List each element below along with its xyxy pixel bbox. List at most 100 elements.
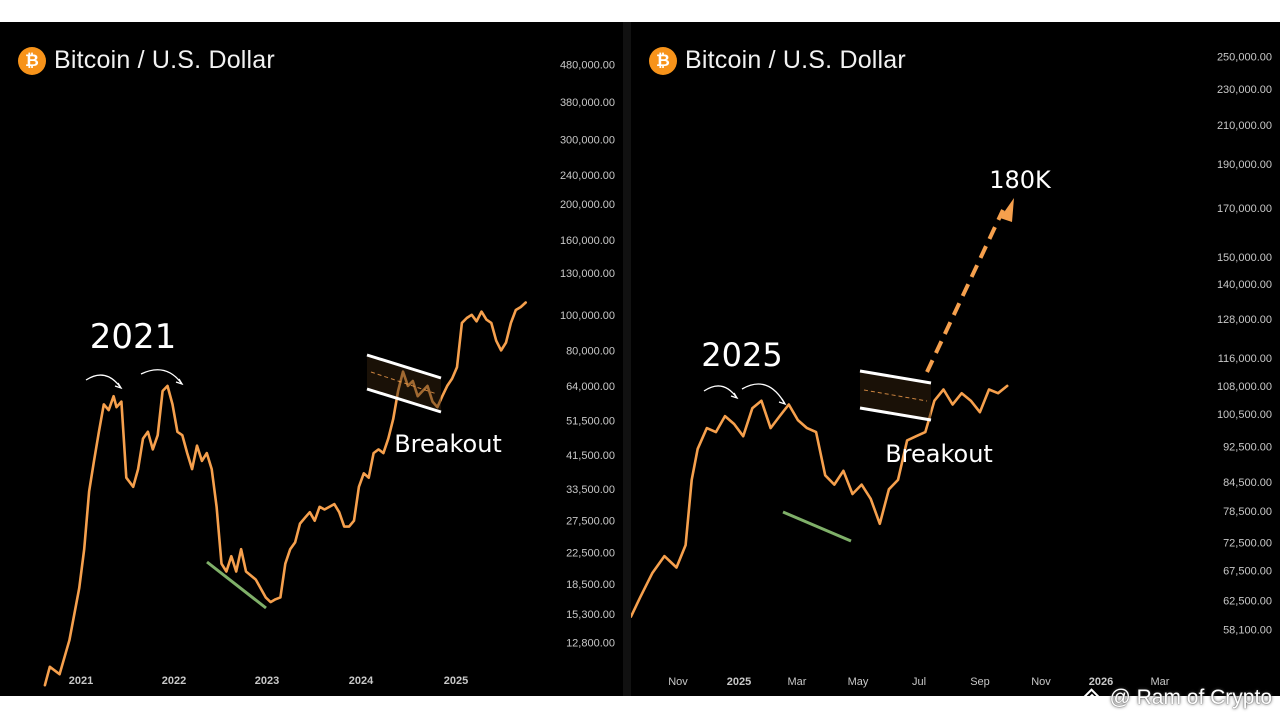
left-price-point [264, 596, 267, 599]
right-price-point [684, 544, 687, 546]
right-flag-midline [863, 389, 928, 402]
left-price-point [456, 366, 458, 369]
left-price-point [103, 403, 105, 406]
right-x-tick-4: Jul [912, 676, 926, 688]
right-price-point [979, 411, 981, 414]
left-curve-arrow-2-head [175, 378, 184, 386]
left-price-point [225, 570, 228, 573]
right-support-trendline [782, 510, 852, 543]
left-price-point [210, 468, 213, 470]
left-x-tick-0: 2021 [69, 675, 93, 687]
left-price-point [495, 339, 498, 342]
left-price-point [446, 385, 449, 387]
left-chart: 480,000.00 380,000.00 300,000.00 240,000.00… [43, 60, 615, 687]
right-price-point [842, 470, 845, 472]
left-price-point [524, 301, 527, 304]
left-price-point [147, 431, 149, 433]
left-y-tick-15: 18,500.00 [566, 579, 615, 591]
left-price-point [470, 314, 473, 316]
left-price-point [416, 395, 419, 398]
left-price-point [343, 525, 346, 528]
left-price-point [377, 448, 380, 451]
left-flag-lower [366, 387, 442, 414]
left-price-point [255, 578, 257, 581]
right-price-point [690, 479, 693, 481]
right-y-tick-13: 78,500.00 [1223, 506, 1272, 518]
left-y-tick-5: 160,000.00 [560, 235, 615, 247]
left-price-point [520, 306, 522, 308]
left-price-point [120, 400, 123, 403]
right-price-point [724, 415, 726, 417]
right-chart-title: ₿ Bitcoin / U.S. Dollar [649, 46, 906, 75]
right-price-point [869, 498, 872, 500]
left-y-tick-10: 51,500.00 [566, 416, 615, 428]
left-y-tick-9: 64,000.00 [566, 381, 615, 393]
left-x-tick-1: 2022 [162, 675, 186, 687]
right-y-tick-4: 170,000.00 [1217, 203, 1272, 215]
left-flag-midline [370, 371, 438, 395]
left-price-point [485, 318, 488, 321]
right-price-point [951, 403, 954, 406]
left-chart-panel: 480,000.00 380,000.00 300,000.00 240,000.00… [0, 22, 623, 696]
right-price-point [760, 399, 763, 402]
right-y-tick-5: 150,000.00 [1217, 252, 1272, 264]
left-price-line [43, 301, 528, 687]
left-price-point [323, 508, 326, 511]
right-price-point [942, 388, 945, 391]
left-price-point [299, 522, 301, 525]
left-price-point [166, 385, 169, 387]
left-price-point [304, 517, 306, 519]
left-price-point [289, 548, 292, 550]
left-price-point [78, 587, 80, 590]
right-year-annotation: 2025 [701, 336, 782, 374]
right-price-point [639, 596, 641, 599]
left-price-point [505, 341, 507, 344]
left-price-point [480, 310, 483, 313]
left-x-tick-4: 2025 [444, 675, 468, 687]
left-price-point [279, 596, 282, 599]
right-price-point [733, 423, 735, 425]
watermark-text: @ Ram of Crypto [1109, 686, 1272, 709]
right-chart-panel: 250,000.00 230,000.00 210,000.00 190,000.00… [631, 22, 1280, 696]
left-price-point [426, 385, 429, 387]
left-price-point [142, 437, 144, 440]
left-price-point [490, 322, 493, 324]
left-price-point [93, 460, 95, 462]
left-x-tick-3: 2024 [349, 675, 374, 687]
right-curve-arrow-1-head [730, 392, 739, 400]
left-price-point [230, 555, 233, 557]
left-price-point [83, 548, 85, 550]
left-y-tick-2: 300,000.00 [560, 135, 615, 147]
left-price-point [132, 486, 134, 488]
left-price-point [382, 452, 385, 454]
right-price-point [631, 615, 632, 618]
right-price-point [888, 488, 890, 491]
left-price-point [431, 400, 434, 403]
left-price-point [451, 377, 453, 380]
left-price-point [201, 460, 203, 462]
right-x-tick-7: 2026 [1089, 676, 1113, 688]
bitcoin-icon: ₿ [649, 46, 677, 75]
left-support-trendline [206, 560, 267, 610]
binance-logo-icon [1081, 687, 1103, 709]
right-y-tick-15: 67,500.00 [1223, 565, 1272, 577]
right-price-point [997, 392, 999, 395]
right-y-tick-16: 62,500.00 [1223, 596, 1272, 608]
left-price-point [156, 434, 159, 437]
left-price-point [500, 349, 502, 352]
left-price-point [220, 562, 223, 565]
right-price-point [815, 431, 817, 433]
left-price-point [235, 570, 237, 573]
right-flag-lower [859, 406, 932, 422]
right-title-text: Bitcoin / U.S. Dollar [685, 46, 906, 74]
right-x-tick-0: Nov [668, 676, 688, 688]
left-price-point [284, 562, 287, 565]
right-chart: 250,000.00 230,000.00 210,000.00 190,000.00… [631, 51, 1272, 688]
right-y-tick-9: 108,000.00 [1217, 381, 1272, 393]
left-y-tick-14: 22,500.00 [566, 548, 615, 560]
right-price-point [851, 493, 854, 495]
right-price-point [960, 392, 963, 395]
left-price-point [387, 437, 390, 440]
left-price-point [274, 598, 277, 601]
left-price-point [176, 431, 179, 433]
